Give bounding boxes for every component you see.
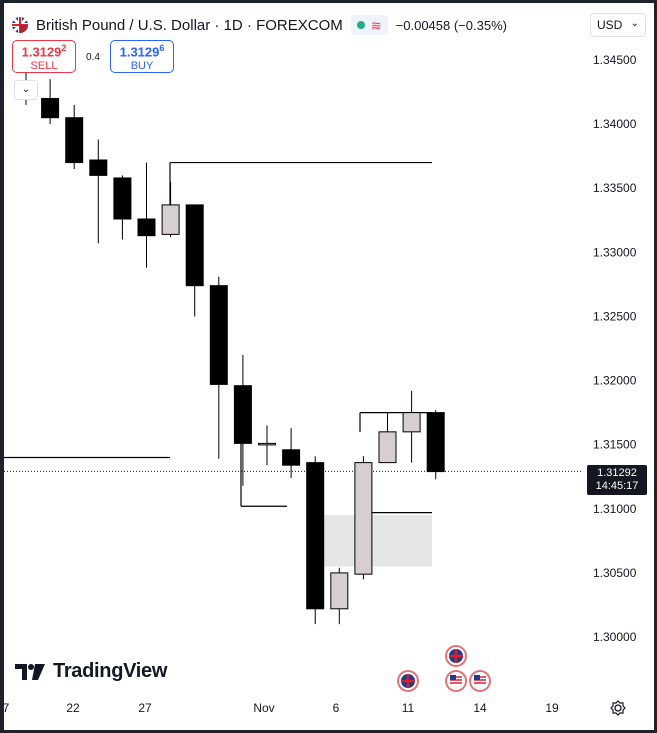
us-flag-event-icon[interactable] xyxy=(445,670,467,692)
x-axis-tick-label: 19 xyxy=(545,701,559,715)
gbp-usd-flag-icon xyxy=(12,17,28,33)
candle-bearish[interactable] xyxy=(41,97,60,119)
x-axis-tick-label: 7 xyxy=(3,701,10,715)
symbol-header: British Pound / U.S. Dollar · 1D · FOREX… xyxy=(12,14,507,36)
uk-flag-event-icon[interactable] xyxy=(397,670,419,692)
candle-bearish[interactable] xyxy=(282,449,301,466)
window-border-top xyxy=(0,0,657,3)
window-border-left xyxy=(0,0,4,733)
x-axis-tick-label: 27 xyxy=(138,701,152,715)
x-axis-tick-label: 22 xyxy=(66,701,80,715)
collapse-legend-button[interactable]: ⌄ xyxy=(14,80,38,100)
currency-value: USD xyxy=(597,18,623,32)
x-axis-tick-label: 14 xyxy=(473,701,487,715)
candle-bullish[interactable] xyxy=(354,462,373,575)
market-status-pill[interactable]: ≋ xyxy=(350,15,388,35)
last-price-label: 1.31292 14:45:17 xyxy=(587,465,647,495)
sell-price: 1.31292 xyxy=(21,43,67,60)
y-axis-tick-label: 1.32500 xyxy=(593,309,637,323)
candle-bullish[interactable] xyxy=(378,431,397,464)
chevron-down-icon: ⌄ xyxy=(630,18,639,29)
candle-bullish[interactable] xyxy=(258,442,276,446)
support-zone[interactable] xyxy=(314,515,432,567)
buy-price: 1.31296 xyxy=(119,43,165,60)
candle-bearish[interactable] xyxy=(233,385,252,444)
settings-icon[interactable] xyxy=(610,700,626,716)
us-flag-event-icon[interactable] xyxy=(469,670,491,692)
y-axis-tick-label: 1.30500 xyxy=(593,566,637,580)
buy-label: BUY xyxy=(130,60,154,73)
y-axis-tick-label: 1.32000 xyxy=(593,374,637,388)
y-axis-tick-label: 1.33000 xyxy=(593,245,637,259)
x-axis-tick-label: 11 xyxy=(402,701,415,715)
candle-bearish[interactable] xyxy=(65,117,84,164)
logo-text: TradingView xyxy=(53,660,168,682)
bar-countdown: 14:45:17 xyxy=(595,480,639,492)
data-wave-icon: ≋ xyxy=(370,17,382,33)
y-axis-tick-label: 1.31500 xyxy=(593,438,637,452)
window-border-right xyxy=(654,0,657,733)
currency-select[interactable]: USD ⌄ xyxy=(590,13,646,37)
window-border-bottom xyxy=(0,730,657,733)
y-axis-tick-label: 1.34500 xyxy=(593,53,637,67)
sell-label: SELL xyxy=(30,60,58,73)
y-axis-tick-label: 1.33500 xyxy=(593,181,637,195)
candle-bullish[interactable] xyxy=(161,204,180,235)
y-axis-tick-label: 1.30000 xyxy=(593,630,637,644)
candle-bearish[interactable] xyxy=(113,177,132,220)
candle-bullish[interactable] xyxy=(402,412,421,433)
price-change: −0.00458 (−0.35%) xyxy=(395,17,507,33)
y-axis-tick-label: 1.31000 xyxy=(593,502,637,516)
x-axis-tick-label: 6 xyxy=(333,701,340,715)
symbol-title[interactable]: British Pound / U.S. Dollar · 1D · FOREX… xyxy=(36,16,343,34)
uk-flag-event-icon[interactable] xyxy=(445,645,467,667)
last-price-value: 1.31292 xyxy=(597,467,637,479)
candle-bearish[interactable] xyxy=(209,285,228,385)
candle-bullish[interactable] xyxy=(330,572,349,610)
y-axis-tick-label: 1.34000 xyxy=(593,117,637,131)
market-open-dot-icon xyxy=(356,21,365,29)
sell-button[interactable]: 1.31292 SELL xyxy=(12,40,76,73)
buy-button[interactable]: 1.31296 BUY xyxy=(110,40,174,73)
candle-bearish[interactable] xyxy=(137,218,156,237)
tradingview-logo-icon xyxy=(15,663,45,680)
candle-bearish[interactable] xyxy=(89,159,108,176)
candle-bearish[interactable] xyxy=(426,412,445,473)
candle-bearish[interactable] xyxy=(185,204,204,287)
chevron-down-icon: ⌄ xyxy=(21,84,31,95)
candle-bearish[interactable] xyxy=(306,462,325,610)
x-axis-tick-label: Nov xyxy=(253,701,274,715)
spread-value: 0.4 xyxy=(86,52,100,63)
tradingview-logo[interactable]: TradingView xyxy=(15,660,167,683)
